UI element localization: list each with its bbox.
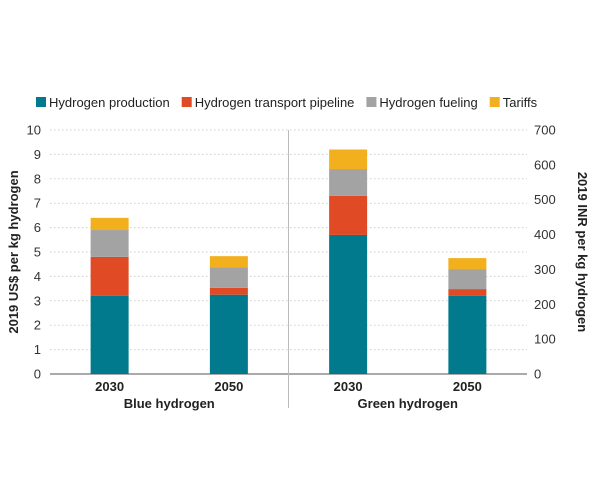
y-tick-label-left: 3 — [34, 293, 41, 308]
bar-segment — [329, 234, 368, 374]
x-category-label: 2030 — [334, 379, 363, 394]
y-tick-label-left: 7 — [34, 196, 41, 211]
legend-label: Hydrogen transport pipeline — [195, 95, 355, 110]
bar-segment — [90, 295, 129, 374]
right-axis-ticks: 0 100 200 300 400 500 600 700 — [534, 123, 556, 382]
legend: Hydrogen production Hydrogen transport pi… — [36, 95, 538, 110]
y-tick-label-left: 8 — [34, 171, 41, 186]
y-tick-label-left: 2 — [34, 318, 41, 333]
bar-segment — [329, 195, 368, 235]
bar-segment — [209, 294, 248, 374]
bar-segment — [329, 149, 368, 170]
legend-swatch — [36, 97, 46, 107]
y-tick-label-left: 6 — [34, 220, 41, 235]
y-tick-label-right: 200 — [534, 297, 556, 312]
bar-segment — [209, 287, 248, 295]
y-tick-label-left: 5 — [34, 245, 41, 260]
legend-swatch — [489, 97, 500, 107]
bar-segment — [90, 217, 129, 231]
x-category-label: 2030 — [95, 379, 124, 394]
bar-segment — [209, 256, 248, 268]
bars — [90, 149, 487, 374]
bar-segment — [209, 267, 248, 288]
y-tick-label-left: 10 — [27, 123, 41, 138]
x-category-label: 2050 — [453, 379, 482, 394]
y-tick-label-right: 100 — [534, 332, 556, 347]
bar-segment — [448, 258, 487, 270]
y-tick-label-left: 0 — [34, 367, 41, 382]
legend-label: Hydrogen production — [49, 95, 170, 110]
group-label: Green hydrogen — [358, 396, 458, 411]
y-tick-label-left: 4 — [34, 269, 41, 284]
legend-swatch — [366, 97, 377, 107]
y-axis-title-right: 2019 INR per kg hydrogen — [575, 172, 590, 332]
bar-segment — [329, 169, 368, 196]
y-tick-label-left: 1 — [34, 342, 41, 357]
y-tick-label-right: 500 — [534, 192, 556, 207]
legend-label: Hydrogen fueling — [379, 95, 477, 110]
y-tick-label-right: 700 — [534, 123, 556, 138]
y-axis-title-left: 2019 US$ per kg hydrogen — [6, 170, 21, 333]
left-axis-ticks: 0 1 2 3 4 5 6 7 8 9 10 — [27, 123, 41, 382]
bar-segment — [448, 289, 487, 296]
bar-segment — [90, 256, 129, 296]
group-labels: Blue hydrogen Green hydrogen — [124, 396, 458, 411]
bar-segment — [448, 295, 487, 374]
category-labels: 2030 2050 2030 2050 — [95, 379, 482, 394]
y-tick-label-left: 9 — [34, 147, 41, 162]
y-tick-label-right: 0 — [534, 367, 541, 382]
bar-segment — [448, 269, 487, 290]
legend-label: Tariffs — [503, 95, 538, 110]
x-category-label: 2050 — [214, 379, 243, 394]
bar-segment — [90, 230, 129, 257]
legend-swatch — [181, 97, 192, 107]
y-tick-label-right: 300 — [534, 262, 556, 277]
y-tick-label-right: 400 — [534, 227, 556, 242]
group-label: Blue hydrogen — [124, 396, 215, 411]
y-tick-label-right: 600 — [534, 157, 556, 172]
